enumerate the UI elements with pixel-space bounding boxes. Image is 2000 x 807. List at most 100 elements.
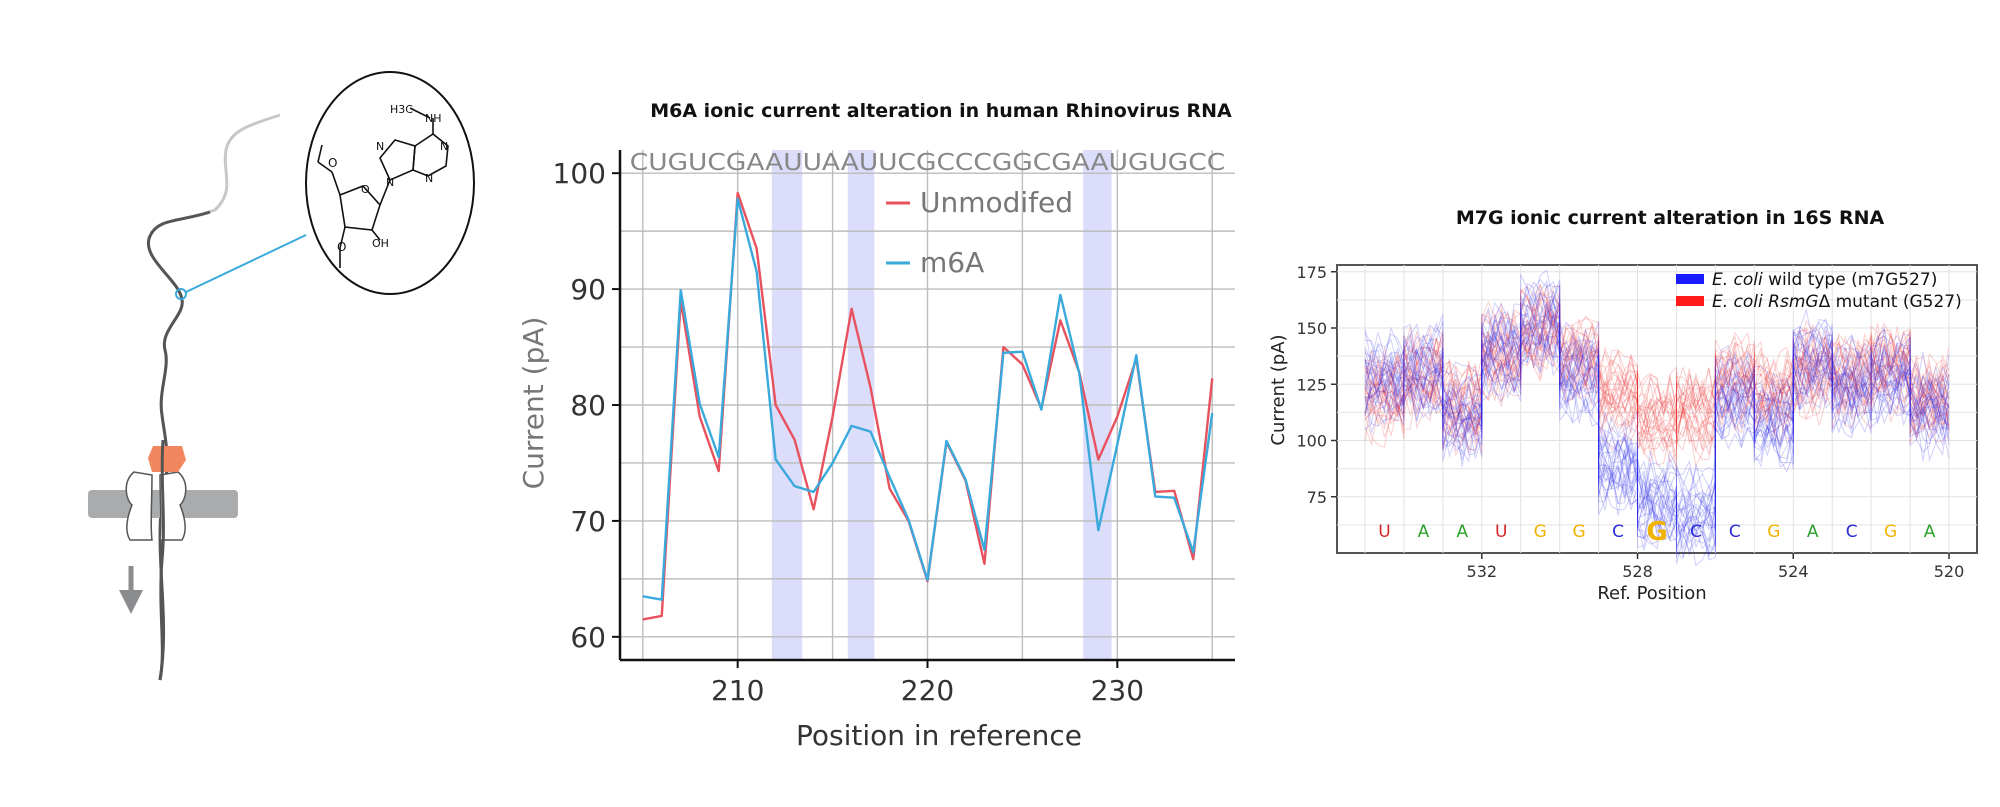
read-trace	[1364, 319, 1950, 552]
y-tick-label: 80	[570, 389, 606, 422]
read-trace	[1364, 309, 1950, 536]
read-trace	[1364, 327, 1950, 550]
read-trace	[1364, 332, 1950, 560]
read-trace	[1364, 278, 1950, 497]
read-trace	[1364, 331, 1950, 556]
read-trace	[1364, 283, 1950, 416]
svg-text:N: N	[425, 172, 433, 185]
x-tick-label: 528	[1622, 562, 1653, 581]
read-trace	[1364, 284, 1950, 416]
base-label: C	[1612, 522, 1624, 542]
y-tick-label: 175	[1296, 263, 1327, 282]
chart-m7g-title: M7G ionic current alteration in 16S RNA	[1456, 207, 1885, 229]
read-trace	[1364, 317, 1950, 450]
chart-m6a-series	[642, 191, 1214, 621]
read-trace	[1364, 280, 1950, 501]
read-trace	[1364, 269, 1950, 504]
y-tick-label: 150	[1296, 319, 1327, 338]
chart-m7g-traces	[1364, 269, 1950, 567]
read-trace	[1364, 297, 1950, 421]
chart-m6a-xlabel: Position in reference	[796, 719, 1082, 752]
base-label: G	[1573, 522, 1586, 542]
legend-suffix-mutant: Δ mutant (G527)	[1819, 292, 1962, 312]
base-label: U	[1378, 522, 1390, 542]
read-trace	[1364, 341, 1950, 461]
base-label: C	[1690, 522, 1702, 542]
read-trace	[1364, 314, 1950, 441]
read-trace	[1364, 321, 1950, 454]
hydroxyl-label: OH	[372, 237, 389, 250]
base-label: A	[1457, 522, 1469, 542]
translocation-arrow-icon	[119, 566, 143, 614]
chart-m7g-legend: E. coli wild type (m7G527) E. coli RsmGΔ…	[1676, 270, 1962, 312]
read-trace	[1364, 290, 1950, 519]
svg-text:O: O	[337, 240, 346, 254]
read-trace	[1364, 279, 1950, 504]
read-trace	[1364, 331, 1950, 567]
x-tick-label: 210	[711, 674, 764, 707]
read-trace	[1364, 313, 1950, 444]
legend-swatch-mutant	[1676, 296, 1704, 306]
read-trace	[1364, 331, 1950, 452]
y-tick-label: 60	[570, 621, 606, 654]
read-trace	[1364, 334, 1950, 565]
read-trace	[1364, 289, 1950, 423]
y-tick-label: 90	[570, 273, 606, 306]
read-trace	[1364, 311, 1950, 528]
read-trace	[1364, 295, 1950, 422]
chart-m6a: M6A ionic current alteration in human Rh…	[517, 100, 1235, 752]
rna-strand-icon	[146, 113, 281, 681]
base-label: C	[1846, 522, 1858, 542]
read-trace	[1364, 304, 1950, 436]
read-trace	[1364, 283, 1950, 409]
read-trace	[1364, 296, 1950, 433]
m6a-nucleoside-structure-icon: O O O OH N N N N H3C NH	[305, 71, 475, 295]
read-trace	[1364, 302, 1950, 538]
read-trace	[1364, 299, 1950, 535]
read-trace	[1364, 295, 1950, 529]
svg-text:N: N	[440, 140, 448, 153]
chart-m6a-sequence: CUGUCGAAUUAAUUCGCCCGGCGAAUGUGCC	[630, 150, 1225, 176]
legend-prefix-mutant: E. coli RsmG	[1712, 292, 1819, 312]
x-tick-label: 230	[1091, 674, 1144, 707]
read-trace	[1364, 289, 1950, 425]
read-trace	[1364, 298, 1950, 527]
chart-m7g-xlabel: Ref. Position	[1597, 583, 1706, 604]
chart-m7g-panel	[1336, 264, 1978, 554]
legend-prefix-wild-type: E. coli	[1712, 270, 1763, 290]
x-tick-label: 520	[1934, 562, 1965, 581]
read-trace	[1364, 326, 1950, 449]
legend-label-mutant: E. coli RsmGΔ mutant (G527)	[1712, 292, 1962, 312]
base-label: G	[1767, 522, 1780, 542]
legend-label-unmodified: Unmodifed	[920, 186, 1073, 219]
legend-label-m6a: m6A	[920, 246, 984, 279]
read-trace	[1364, 291, 1950, 531]
base-label: A	[1418, 522, 1430, 542]
x-tick-label: 524	[1778, 562, 1809, 581]
read-trace	[1364, 306, 1950, 434]
base-label: U	[1495, 522, 1507, 542]
read-trace	[1364, 301, 1950, 539]
chart-m7g-axes: 75 100 125 150 175 532 528 524 520	[1296, 263, 1964, 581]
nanopore-illustration: O O O OH N N N N H3C NH	[88, 71, 475, 681]
read-trace	[1364, 303, 1950, 539]
read-trace	[1364, 293, 1950, 517]
chart-m6a-legend: Unmodifed m6A	[886, 186, 1073, 279]
read-trace	[1364, 326, 1950, 444]
legend-suffix-wild-type: wild type (m7G527)	[1763, 270, 1938, 290]
read-trace	[1364, 341, 1950, 471]
read-trace	[1364, 291, 1950, 520]
svg-text:N: N	[376, 140, 384, 153]
read-trace	[1364, 325, 1950, 558]
read-trace	[1364, 315, 1950, 548]
motor-protein-icon	[148, 446, 186, 472]
y-tick-label: 75	[1307, 488, 1327, 507]
read-trace	[1364, 325, 1950, 456]
base-label: G	[1534, 522, 1547, 542]
read-trace	[1364, 285, 1950, 417]
svg-text:O: O	[328, 156, 337, 170]
chart-m6a-ylabel: Current (pA)	[517, 317, 550, 490]
legend-label-wild-type: E. coli wild type (m7G527)	[1712, 270, 1937, 290]
read-trace	[1364, 313, 1950, 553]
